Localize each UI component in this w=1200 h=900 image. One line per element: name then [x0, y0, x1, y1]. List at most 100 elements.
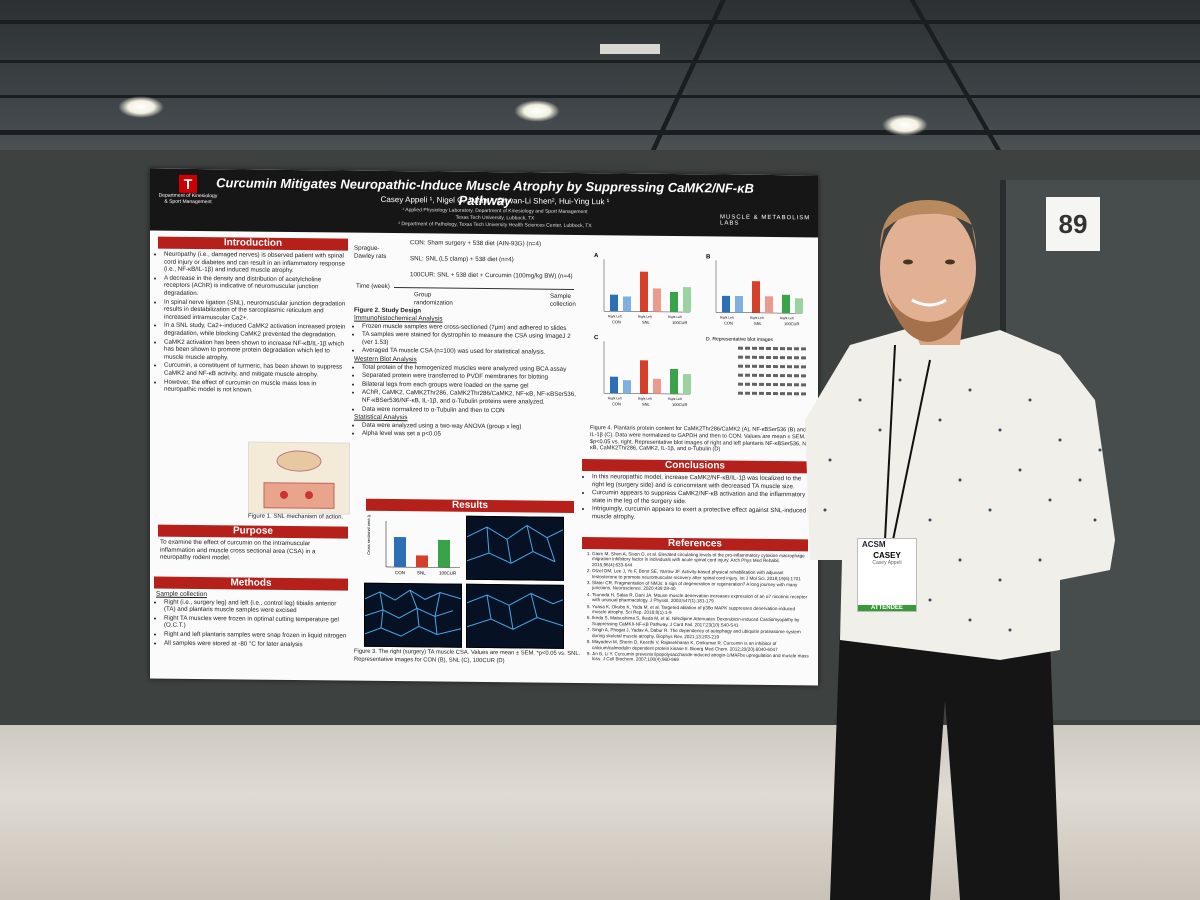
blot-band	[773, 383, 778, 387]
blot-band	[794, 365, 799, 369]
blot-band	[773, 365, 778, 369]
fig3-bar	[438, 539, 450, 568]
design-timeline	[394, 287, 574, 290]
reference-item: Otzel DM, Lee J, Ye F, Borst SE, Yarrow …	[592, 568, 810, 581]
fig4-bar	[735, 295, 743, 313]
fig4-leg-label: Right Left	[668, 397, 682, 401]
nmj-illustration	[263, 450, 335, 509]
intro-bullet: A decrease in the density and distributi…	[164, 274, 348, 299]
fig4-bar	[623, 380, 631, 394]
reference-item: Jin B, Li Y. Curcumin prevents lipopolys…	[592, 651, 810, 664]
fig3-ylabel: Cross sectional area (μm²)	[366, 515, 371, 555]
fig4-panel-label: B	[706, 254, 711, 260]
fig4-leg-label: Right Left	[780, 316, 794, 320]
methods-header: Methods	[154, 576, 348, 591]
reference-item: Mayadevi M, Sherin D, Keerthi V, Rajasek…	[592, 639, 810, 652]
fig4-leg-label: Right Left	[720, 315, 734, 319]
fig4-bar	[765, 296, 773, 314]
introduction-text: Neuropathy (i.e., damaged nerves) is obs…	[156, 251, 348, 397]
fig4-bar	[722, 295, 730, 313]
blot-band	[773, 347, 778, 351]
blot-band	[773, 392, 778, 396]
reference-item: Yuasa K, Okubo K, Yoda M, et al. Targete…	[592, 604, 810, 617]
blot-band	[759, 382, 764, 386]
fig4-leg-label: Right Left	[750, 316, 764, 320]
badge-name: CASEY	[873, 551, 901, 560]
conclusion-bullet: Curcumin appears to suppress CaMK2/NF-κB…	[592, 489, 810, 506]
intro-bullet: In a SNL study, Ca2+-induced CaMK2 activ…	[164, 322, 348, 339]
fig4-bar	[752, 281, 760, 313]
fig3-tick-label: 100CUR	[439, 571, 457, 576]
blot-band	[766, 346, 771, 351]
fig4-group-label: SNL	[642, 402, 651, 407]
poster-title: Curcumin Mitigates Neuropathic-Induce Mu…	[216, 175, 754, 209]
blot-band	[752, 364, 757, 368]
fig4-group-label: 100CUR	[672, 402, 687, 407]
ihc-bullet: TA samples were stained for dystrophin t…	[362, 331, 582, 348]
booth-number: 89	[1058, 208, 1088, 239]
design-snl: SNL: SNL (L5 clamp) + 538 diet (n=4)	[410, 255, 514, 264]
methods-analysis-text: Immunohistochemical Analysis Frozen musc…	[354, 315, 582, 441]
wb-bullet: AChR, CaMK2, CaMK2Thr286, CaMK2Thr286/Ca…	[362, 389, 582, 406]
intro-bullet: However, the effect of curcumin on muscl…	[164, 378, 348, 395]
blot-band	[794, 347, 799, 351]
ceiling-truss	[0, 20, 1200, 24]
blot-band	[780, 356, 785, 360]
design-randomization: Group randomization	[414, 291, 453, 307]
blot-band	[773, 374, 778, 378]
fig4-group-label: 100CUR	[672, 320, 687, 325]
blot-band	[801, 356, 806, 360]
blot-band	[745, 382, 750, 386]
fig4-group-label: CON	[612, 319, 621, 324]
fig3-bar	[416, 555, 428, 568]
blot-band	[759, 364, 764, 368]
booth-number-sign: 89	[1046, 197, 1100, 251]
blot-band	[780, 392, 785, 396]
fig4-leg-label: Right Left	[668, 315, 682, 319]
intro-bullet: CaMK2 activation has been shown to incre…	[164, 338, 348, 363]
badge-attendee-label: ATTENDEE	[858, 605, 916, 611]
reference-item: Singh A, Phogat J, Yadav A, Dabur R. The…	[592, 627, 810, 640]
fig3-bar	[394, 537, 406, 568]
reference-item: Ikeda S, Matsushima S, Ikeda M, et al. N…	[592, 616, 810, 629]
ceiling-truss	[0, 60, 1200, 63]
design-cur: 100CUR: SNL + 538 diet + Curcumin (100mg…	[410, 271, 573, 280]
blot-band	[787, 347, 792, 351]
fig4-bar	[640, 271, 648, 312]
intro-bullet: Neuropathy (i.e., damaged nerves) is obs…	[164, 251, 348, 276]
double-t-icon: T	[179, 174, 197, 193]
fig4-group-label: SNL	[754, 321, 763, 326]
csa-bar-chart: Cross sectional area (μm²) CON SNL 100CUR	[366, 507, 460, 576]
blot-band	[738, 382, 743, 386]
blot-band	[745, 346, 750, 350]
ceiling-beam	[639, 0, 726, 175]
conclusions-header: Conclusions	[582, 459, 808, 474]
fig4-leg-label: Right Left	[638, 315, 652, 319]
figure4-charts: A CON Right Left SNL Right Left 100CUR Right L…	[588, 245, 812, 427]
blot-band	[745, 391, 750, 395]
blot-band	[801, 365, 806, 369]
ceiling-truss	[0, 130, 1200, 135]
figure1-caption: Figure 1. SNL mechanism of action.	[248, 513, 344, 521]
lab-logo: MUSCLE & METABOLISM LABS	[720, 214, 811, 227]
blot-band	[794, 356, 799, 360]
results-header: Results	[366, 498, 574, 513]
blot-band	[801, 374, 806, 378]
floor	[0, 725, 1200, 900]
blot-band	[738, 373, 743, 377]
blot-band	[787, 365, 792, 369]
blot-band	[745, 355, 750, 359]
blot-band	[738, 391, 743, 395]
methods-bullet: All samples were stored at -80 °C for la…	[164, 639, 348, 649]
badge-event-logo: ACSM	[862, 540, 886, 549]
fig4-bar	[653, 378, 661, 394]
fig4-panel-label: A	[594, 253, 599, 259]
ceiling-light	[514, 100, 560, 122]
blot-band	[738, 346, 743, 350]
fig4-bar	[683, 287, 691, 313]
blot-band	[752, 391, 757, 395]
blot-band	[773, 356, 778, 360]
fig4-leg-label: Right Left	[608, 396, 622, 400]
design-rat-label: Sprague-Dawley rats	[354, 244, 387, 260]
blot-band	[794, 383, 799, 387]
